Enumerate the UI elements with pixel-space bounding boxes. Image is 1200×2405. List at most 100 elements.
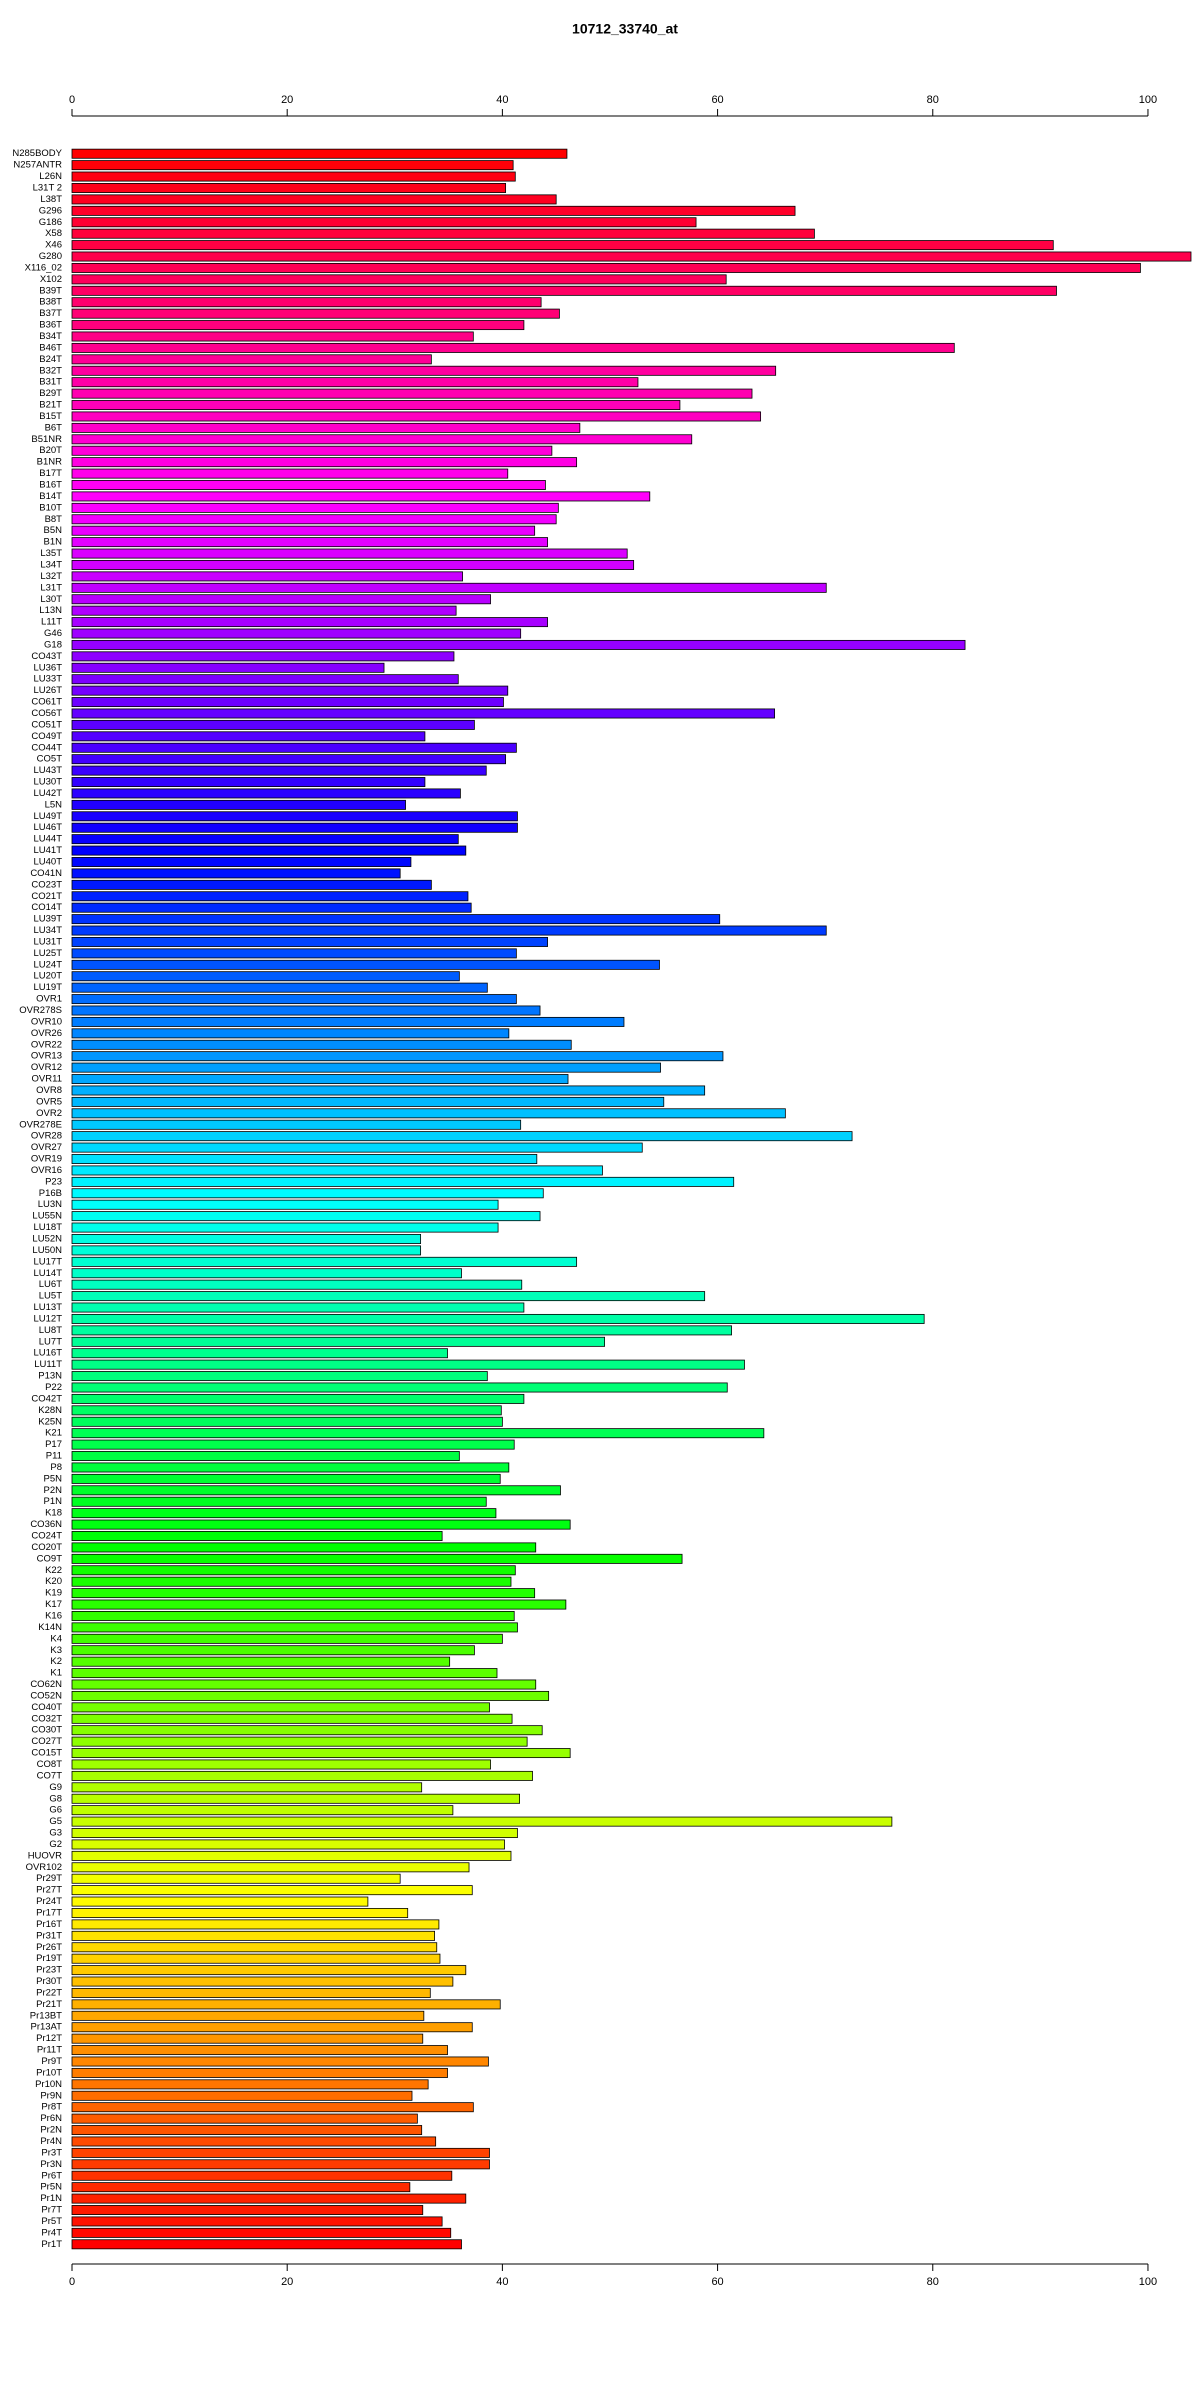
- y-tick-label: Pr17T: [36, 1908, 62, 1919]
- bar: [71, 891, 469, 902]
- bar: [71, 1382, 728, 1393]
- y-tick-label: B8T: [45, 514, 63, 525]
- bar: [71, 948, 517, 959]
- y-tick-label: CO61T: [31, 697, 62, 708]
- y-tick-label: Pr30T: [36, 1976, 62, 1987]
- y-tick-label: B1NR: [37, 457, 62, 468]
- bar: [71, 2090, 413, 2101]
- y-tick-label: P5N: [44, 1473, 63, 1484]
- bar: [71, 1211, 541, 1222]
- y-tick-label: B21T: [39, 400, 62, 411]
- bar: [71, 1999, 501, 2010]
- y-tick-label: CO51T: [31, 719, 62, 730]
- bar: [71, 1325, 732, 1336]
- y-tick-label: B46T: [39, 342, 62, 353]
- y-tick-label: K21: [45, 1428, 62, 1439]
- bar: [71, 400, 681, 411]
- bar: [71, 2159, 490, 2170]
- bar: [71, 1862, 470, 1873]
- y-tick-label: Pr26T: [36, 1942, 62, 1953]
- y-tick-label: Pr3N: [40, 2159, 62, 2170]
- bar: [71, 1873, 401, 1884]
- bar: [71, 902, 472, 913]
- y-tick-label: OVR11: [32, 1074, 62, 1085]
- y-tick-label: CO21T: [31, 891, 62, 902]
- bar: [71, 285, 1057, 296]
- bar: [71, 354, 432, 365]
- y-tick-label: LU42T: [33, 788, 62, 799]
- y-tick-label: G46: [44, 628, 62, 639]
- y-tick-label: Pr9T: [41, 2056, 62, 2067]
- y-tick-label: OVR8: [36, 1085, 62, 1096]
- bar: [71, 1508, 497, 1519]
- y-tick-label: LU31T: [33, 936, 62, 947]
- bar: [71, 868, 401, 879]
- y-tick-label: K19: [45, 1588, 62, 1599]
- y-tick-label: CO62N: [30, 1679, 62, 1690]
- y-tick-label: B29T: [39, 388, 62, 399]
- y-tick-label: B37T: [39, 308, 62, 319]
- y-tick-label: K4: [50, 1633, 62, 1644]
- y-tick-label: Pr1N: [40, 2193, 62, 2204]
- bar: [71, 388, 753, 399]
- bar: [71, 308, 560, 319]
- bar: [71, 1622, 518, 1633]
- y-tick-label: CO43T: [31, 651, 62, 662]
- bar: [71, 205, 796, 216]
- bar: [71, 1965, 467, 1976]
- y-tick-label: Pr19T: [36, 1953, 62, 1964]
- bar: [71, 411, 762, 422]
- y-tick-label: LU6T: [39, 1279, 62, 1290]
- bar: [71, 445, 553, 456]
- bar: [71, 2079, 429, 2090]
- bar: [71, 1028, 510, 1039]
- y-tick-label: B17T: [39, 468, 62, 479]
- y-tick-label: LU16T: [33, 1348, 62, 1359]
- bar: [71, 560, 635, 570]
- bar: [71, 148, 568, 159]
- bar: [71, 822, 518, 833]
- y-tick-label: OVR26: [31, 1028, 62, 1039]
- y-tick-label: L5N: [45, 799, 63, 810]
- bar: [71, 1839, 505, 1850]
- bar: [71, 1908, 409, 1918]
- y-tick-label: LU46T: [33, 822, 62, 833]
- y-tick-label: G18: [44, 639, 62, 650]
- x-tick-label: 40: [496, 94, 508, 106]
- bar: [71, 1748, 571, 1759]
- y-tick-label: Pr6T: [41, 2170, 62, 2181]
- y-tick-label: LU11T: [34, 1359, 62, 1370]
- bar: [71, 240, 1054, 251]
- bar: [71, 1702, 490, 1713]
- bar: [71, 857, 412, 867]
- bar: [71, 799, 406, 810]
- y-tick-label: OVR102: [26, 1862, 62, 1873]
- y-tick-label: K25N: [38, 1416, 62, 1427]
- y-tick-label: B5N: [44, 525, 63, 536]
- y-tick-label: Pr29T: [36, 1873, 62, 1884]
- bar: [71, 1645, 475, 1656]
- y-tick-label: B36T: [39, 320, 62, 331]
- bar: [71, 251, 1192, 262]
- bar: [71, 1611, 515, 1621]
- y-tick-label: G3: [49, 1828, 62, 1839]
- bar: [71, 2193, 467, 2204]
- y-tick-label: LU52N: [32, 1233, 62, 1244]
- y-tick-label: LU55N: [32, 1211, 62, 1222]
- bar: [71, 1108, 786, 1119]
- y-tick-label: Pr2N: [40, 2125, 62, 2136]
- y-tick-label: OVR12: [31, 1062, 62, 1073]
- y-tick-label: LU33T: [33, 674, 62, 685]
- bar: [71, 731, 426, 742]
- bar: [71, 228, 815, 239]
- bar: [71, 1485, 561, 1496]
- x-tick-label: 60: [711, 94, 723, 106]
- bar: [71, 1154, 538, 1164]
- y-tick-label: CO8T: [37, 1759, 63, 1770]
- bar: [71, 468, 509, 479]
- y-tick-label: X46: [45, 240, 62, 251]
- bar: [71, 1268, 462, 1279]
- y-tick-label: Pr1T: [41, 2239, 62, 2250]
- bar: [71, 765, 487, 776]
- y-tick-label: Pr8T: [41, 2102, 62, 2113]
